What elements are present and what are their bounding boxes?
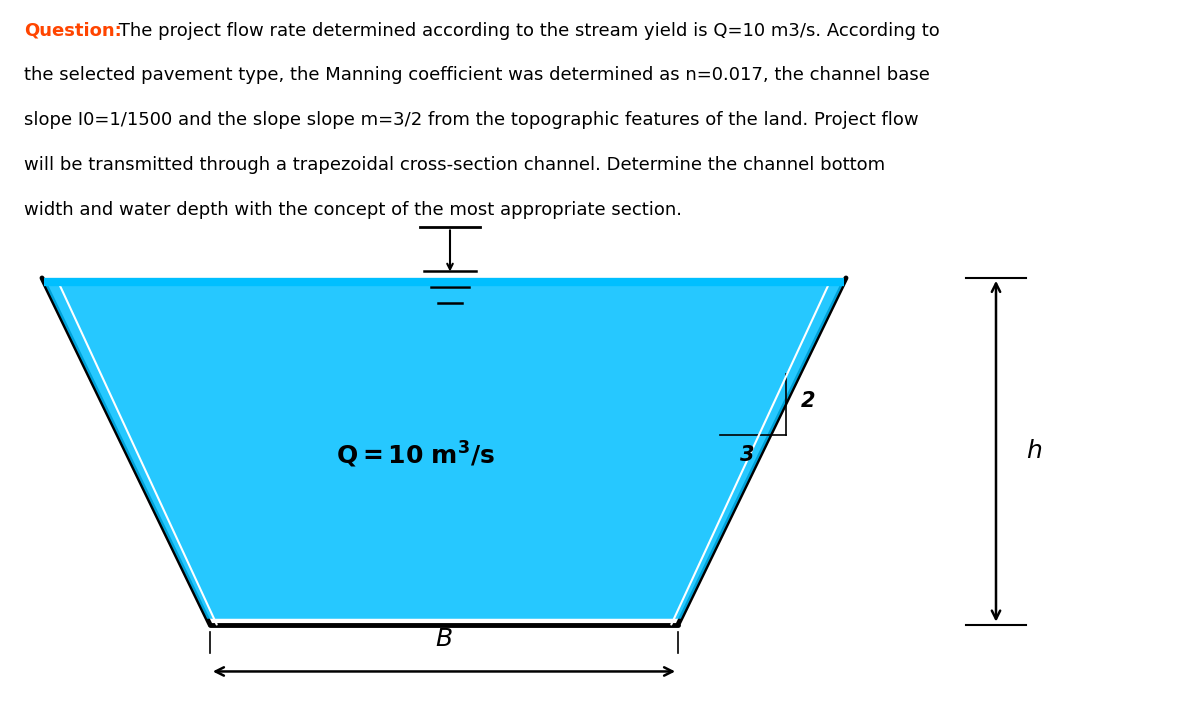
Text: will be transmitted through a trapezoidal cross-section channel. Determine the c: will be transmitted through a trapezoida… bbox=[24, 156, 886, 174]
Text: $\mathbf{Q=10\ m^3/s}$: $\mathbf{Q=10\ m^3/s}$ bbox=[336, 440, 494, 470]
Polygon shape bbox=[43, 282, 845, 619]
Text: $B$: $B$ bbox=[436, 627, 452, 651]
Text: 2: 2 bbox=[800, 391, 815, 411]
Text: the selected pavement type, the Manning coefficient was determined as n=0.017, t: the selected pavement type, the Manning … bbox=[24, 66, 930, 84]
Text: 3: 3 bbox=[739, 445, 755, 465]
Text: width and water depth with the concept of the most appropriate section.: width and water depth with the concept o… bbox=[24, 201, 682, 219]
Text: Question:: Question: bbox=[24, 22, 121, 40]
Text: slope I0=1/1500 and the slope slope m=3/2 from the topographic features of the l: slope I0=1/1500 and the slope slope m=3/… bbox=[24, 111, 919, 129]
Text: The project flow rate determined according to the stream yield is Q=10 m3/s. Acc: The project flow rate determined accordi… bbox=[113, 22, 940, 40]
Text: $h$: $h$ bbox=[1026, 439, 1042, 464]
